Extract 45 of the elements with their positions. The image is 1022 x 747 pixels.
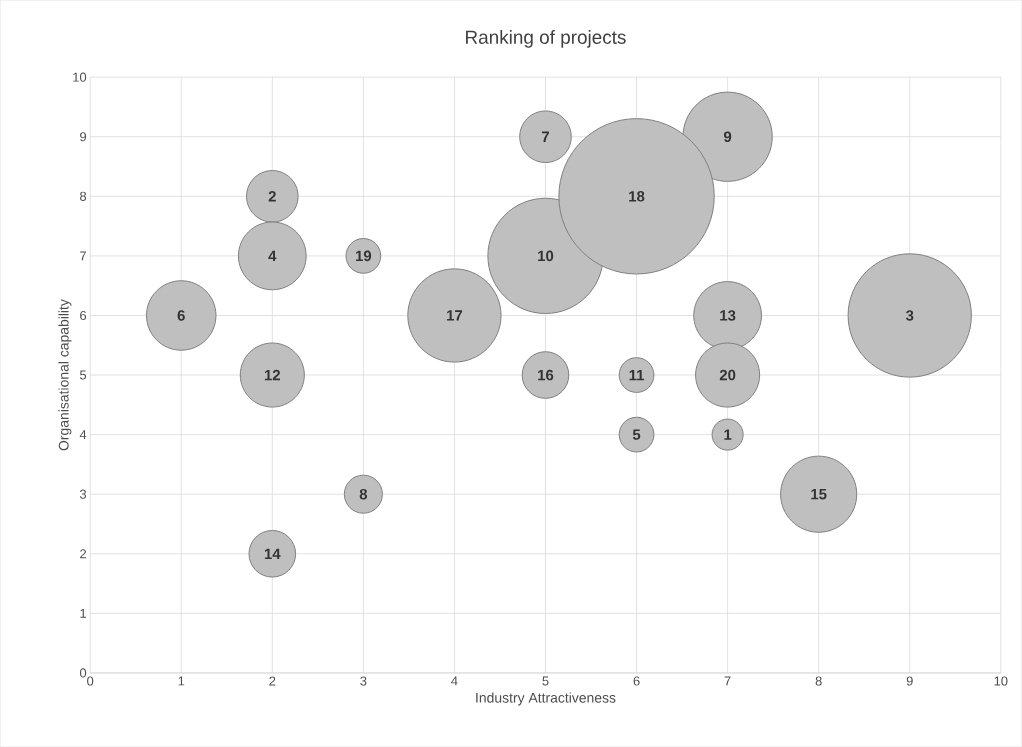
x-tick-label: 5 [542,676,549,686]
y-tick-label: 7 [80,251,86,261]
y-axis-title: Organisational capability [58,299,72,451]
y-tick-label: 5 [79,370,87,380]
y-tick-label: 3 [79,489,87,499]
y-tick-label: 8 [80,191,87,201]
x-tick-label: 10 [994,676,1008,686]
chart-title: Ranking of projects [466,29,626,48]
annotation: 8 [359,488,368,500]
y-tick-label: 4 [79,430,87,440]
x-tick-label: 0 [87,676,94,686]
x-tick-label: 9 [906,676,913,686]
annotation: 3 [905,310,914,321]
annotation: 19 [355,250,372,262]
annotation: 4 [268,250,277,261]
y-tick-label: 6 [80,310,87,320]
annotation: 18 [629,190,645,202]
annotation: 13 [720,310,736,321]
y-tick-label: 2 [80,549,86,559]
annotation: 5 [632,429,641,440]
annotation: 7 [541,131,549,142]
annotation: 17 [447,310,463,321]
annotation: 11 [629,369,645,381]
x-axis-title: Industry Attractiveness [476,692,616,706]
x-tick-label: 3 [360,676,367,686]
annotation: 12 [264,369,280,381]
y-tick-label: 9 [80,132,87,142]
y-tick-label: 10 [73,72,87,82]
y-tick-label: 0 [79,668,87,678]
x-tick-label: 4 [451,676,458,686]
annotation: 20 [719,369,736,381]
annotation: 10 [538,250,554,262]
annotation: 14 [264,548,281,559]
annotation: 1 [724,429,732,440]
x-tick-label: 7 [724,676,731,686]
x-tick-label: 1 [178,676,185,686]
x-tick-label: 6 [633,676,640,686]
annotation: 9 [723,131,732,142]
annotation: 6 [177,310,185,321]
annotation: 2 [268,191,276,202]
y-tick-label: 1 [80,608,87,618]
annotation: 16 [538,369,554,381]
x-tick-label: 8 [815,676,822,686]
annotation: 15 [811,488,827,500]
x-tick-label: 2 [269,676,276,686]
